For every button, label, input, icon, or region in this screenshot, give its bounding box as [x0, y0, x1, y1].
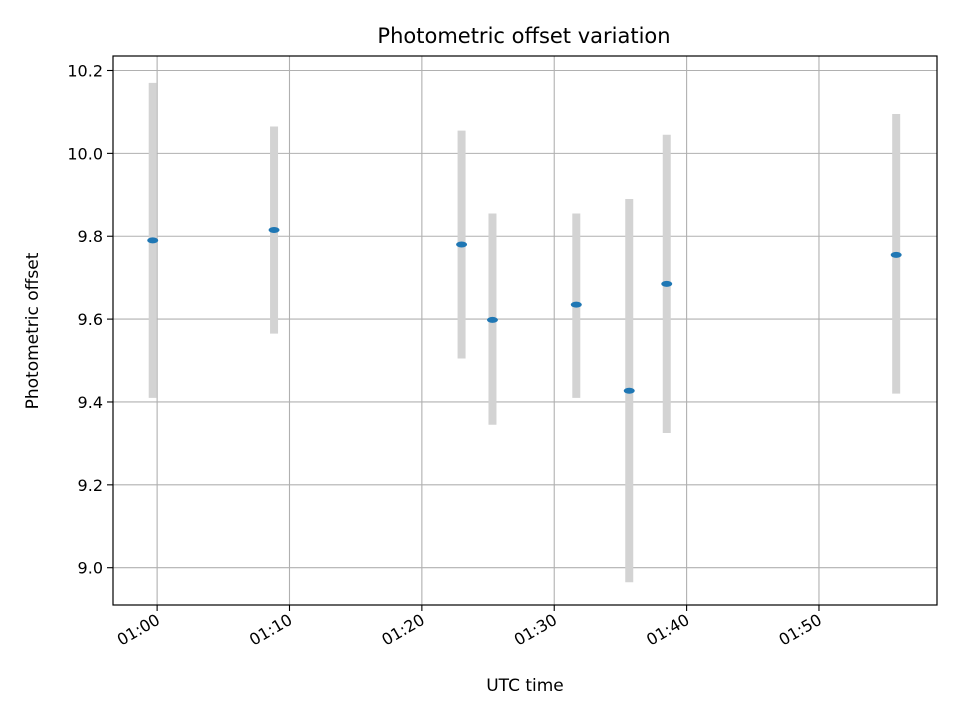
y-tick-label: 10.2: [67, 62, 103, 81]
data-point: [147, 237, 159, 244]
data-point: [570, 301, 582, 308]
data-points: [147, 227, 902, 394]
y-axis-title: Photometric offset: [23, 252, 43, 409]
data-point: [890, 251, 902, 258]
data-point: [661, 280, 673, 287]
data-point: [268, 227, 280, 234]
y-tick-label: 10.0: [67, 144, 103, 163]
chart-title: Photometric offset variation: [377, 24, 670, 48]
y-axis: 9.0 9.2 9.4 9.6 9.8 10.0 10.2: [67, 62, 113, 578]
data-point: [623, 387, 635, 394]
y-tick-label: 9.0: [78, 559, 103, 578]
x-axis-title: UTC time: [486, 676, 564, 696]
y-tick-label: 9.2: [78, 476, 103, 495]
y-tick-label: 9.8: [78, 227, 103, 246]
data-point: [486, 316, 498, 323]
data-point: [456, 241, 468, 248]
y-tick-label: 9.6: [78, 310, 103, 329]
y-tick-label: 9.4: [78, 393, 103, 412]
plot-area: [113, 56, 937, 605]
plot-frame: [112, 55, 938, 606]
grid: [113, 56, 937, 605]
